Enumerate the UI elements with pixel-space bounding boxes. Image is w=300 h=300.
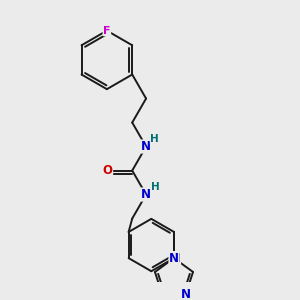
Text: N: N (170, 252, 181, 265)
Text: H: H (150, 134, 159, 144)
Text: N: N (169, 252, 179, 265)
Text: F: F (103, 26, 111, 36)
Text: N: N (141, 140, 151, 153)
Text: O: O (103, 164, 112, 177)
Text: H: H (151, 182, 160, 192)
Text: N: N (141, 188, 151, 201)
Text: N: N (181, 288, 191, 300)
